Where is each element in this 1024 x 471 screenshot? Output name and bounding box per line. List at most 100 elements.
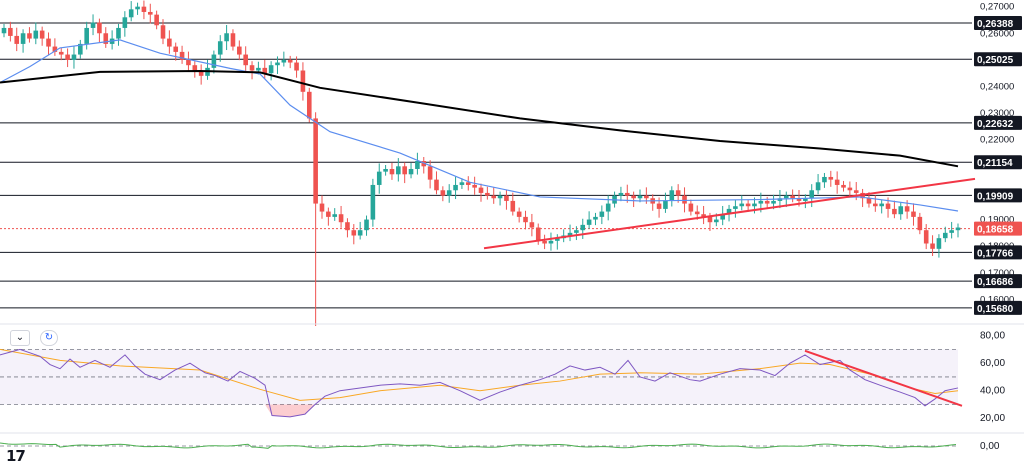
candle-body <box>853 190 859 193</box>
candle-body <box>783 195 789 199</box>
candle-body <box>796 198 802 201</box>
candle-body <box>675 190 681 196</box>
candle-body <box>472 184 477 188</box>
candle-body <box>911 211 916 217</box>
candle-body <box>904 206 910 212</box>
candle-body <box>281 59 287 63</box>
candle-body <box>745 203 751 207</box>
level-label-bg <box>974 300 1022 315</box>
candle-body <box>249 65 255 71</box>
candle-body <box>90 22 96 28</box>
candle-body <box>173 46 179 52</box>
candle-body <box>14 35 20 44</box>
candle-body <box>58 51 64 55</box>
level-label-bg <box>974 245 1022 260</box>
candle-body <box>714 219 719 223</box>
candle-body <box>758 200 764 204</box>
candle-body <box>459 182 465 185</box>
refresh-indicator-button[interactable]: ↻ <box>40 330 58 346</box>
candle-body <box>46 38 51 47</box>
candle-body <box>694 211 700 215</box>
level-label: 0,15680 <box>977 304 1014 315</box>
collapse-panel-button[interactable]: ⌄ <box>10 330 30 346</box>
candle-body <box>167 38 172 47</box>
candle-body <box>179 51 185 60</box>
candle-body <box>523 216 528 223</box>
rsi-line <box>0 348 959 418</box>
candle-body <box>707 216 713 223</box>
candle-body <box>370 184 376 220</box>
tradingview-logo: 17 <box>6 447 26 465</box>
candle-body <box>930 243 935 249</box>
candle-body <box>803 198 808 201</box>
candle-body <box>186 59 191 66</box>
candle-body <box>434 179 439 191</box>
level-label: 0,18658 <box>977 225 1014 236</box>
ema200-line <box>0 70 959 168</box>
candle-body <box>892 208 897 215</box>
candle-body <box>923 230 929 244</box>
candle-body <box>376 171 382 185</box>
candle-body <box>402 166 407 175</box>
candle-body <box>396 166 401 175</box>
candle-body <box>516 211 522 217</box>
candle-body <box>898 206 904 215</box>
candle-body <box>586 219 592 225</box>
candle-body <box>71 54 77 60</box>
candle-body <box>147 11 153 15</box>
candle-body <box>357 230 363 236</box>
candle-body <box>752 203 757 207</box>
candle-body <box>27 33 32 39</box>
candle-body <box>141 6 147 12</box>
candle-body <box>383 168 388 172</box>
chevron-down-icon: ⌄ <box>15 332 25 343</box>
candle-body <box>739 203 745 207</box>
candle-body <box>211 54 217 68</box>
candle-body <box>294 62 299 71</box>
candle-body <box>192 65 198 71</box>
candle-body <box>389 168 395 175</box>
level-label: 0,17766 <box>977 248 1014 259</box>
candle-body <box>504 195 509 201</box>
refresh-icon: ↻ <box>44 332 54 343</box>
candle-body <box>287 59 293 63</box>
candle-body <box>497 195 503 199</box>
level-label-bg <box>974 15 1022 30</box>
candle-body <box>440 190 446 196</box>
candle-body <box>262 67 268 74</box>
candle-body <box>39 30 45 39</box>
price-tick-label: 0,27000 <box>980 2 1014 13</box>
level-label-bg <box>974 115 1022 130</box>
candle-body <box>103 33 109 44</box>
candle-body <box>20 33 26 44</box>
candle-body <box>198 70 204 76</box>
candle-body <box>453 184 458 191</box>
candle-body <box>866 198 872 204</box>
candle-body <box>33 30 39 39</box>
candle-body <box>936 238 942 249</box>
candle-body <box>567 232 573 236</box>
candle-body <box>873 203 878 207</box>
candle-body <box>128 9 134 18</box>
candle-body <box>701 214 706 217</box>
price-tick-label: 0,23000 <box>980 108 1014 119</box>
candle-body <box>535 227 541 241</box>
candle-body <box>478 187 484 193</box>
candle-body <box>599 211 605 217</box>
candle-body <box>326 211 331 217</box>
candle-body <box>637 195 643 199</box>
candle-body <box>237 46 242 55</box>
candle-body <box>332 214 338 217</box>
candle-body <box>135 6 140 10</box>
candle-body <box>275 62 280 66</box>
candle-body <box>116 27 121 39</box>
candle-body <box>154 14 159 26</box>
candle-body <box>885 203 891 209</box>
candle-body <box>243 54 248 66</box>
candle-body <box>427 166 433 180</box>
candle-body <box>624 192 630 196</box>
candle-body <box>790 195 795 199</box>
candle-body <box>548 240 554 244</box>
level-label-bg <box>974 221 1022 236</box>
price-tick-label: 0,26000 <box>980 28 1014 39</box>
